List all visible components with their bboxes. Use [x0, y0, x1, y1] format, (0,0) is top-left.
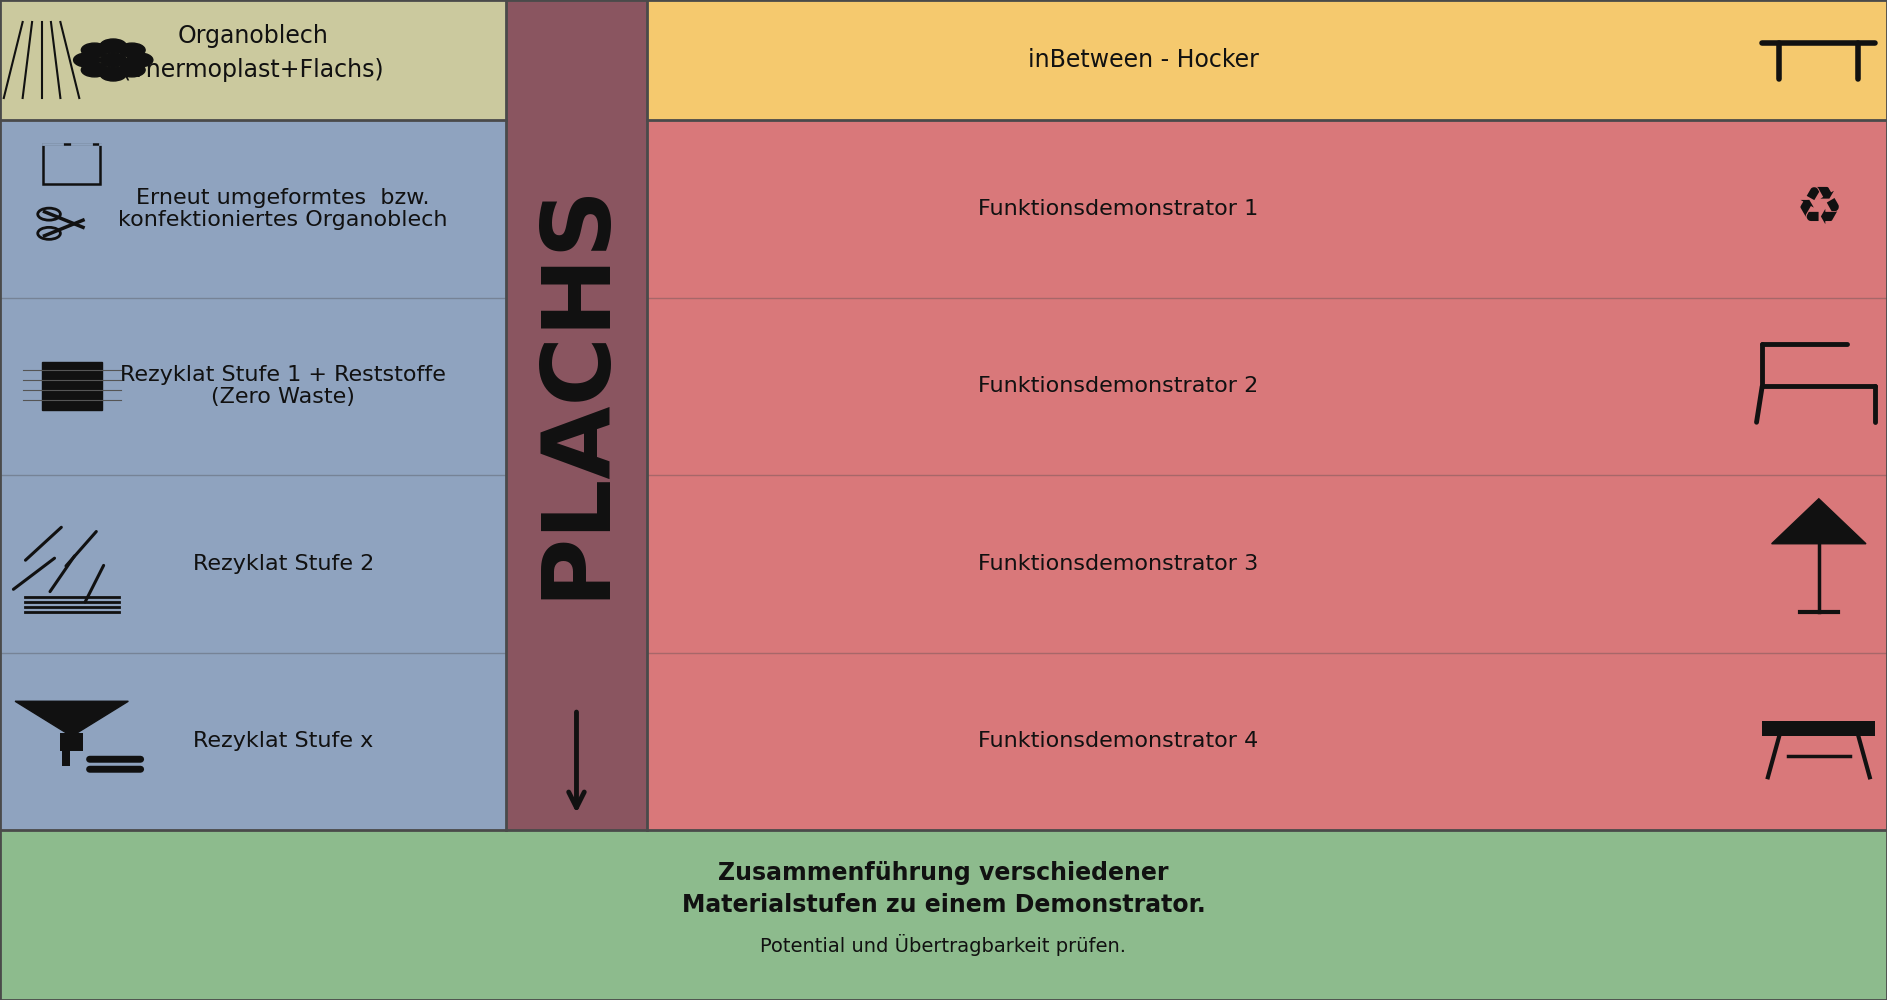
Bar [647, 120, 1887, 830]
Circle shape [100, 67, 126, 81]
Text: Funktionsdemonstrator 1: Funktionsdemonstrator 1 [977, 199, 1259, 219]
Bar [60, 733, 83, 751]
Circle shape [119, 63, 145, 77]
Text: Rezyklat Stufe x: Rezyklat Stufe x [192, 731, 374, 751]
Bar [506, 0, 647, 120]
Circle shape [119, 43, 145, 57]
Circle shape [81, 43, 108, 57]
Circle shape [126, 53, 153, 67]
Text: Funktionsdemonstrator 3: Funktionsdemonstrator 3 [977, 554, 1259, 574]
Text: (Zero Waste): (Zero Waste) [211, 387, 355, 407]
Text: Rezyklat Stufe 2: Rezyklat Stufe 2 [192, 554, 374, 574]
Text: Materialstufen zu einem Demonstrator.: Materialstufen zu einem Demonstrator. [681, 893, 1206, 917]
Bar [647, 0, 1887, 120]
Circle shape [100, 39, 126, 53]
Bar [0, 120, 506, 830]
Circle shape [74, 53, 100, 67]
Text: inBetween - Hocker: inBetween - Hocker [1028, 48, 1259, 72]
Text: PLACHS: PLACHS [530, 180, 623, 599]
Text: Erneut umgeformtes  bzw.: Erneut umgeformtes bzw. [136, 188, 430, 208]
Bar [62, 750, 70, 766]
Text: Funktionsdemonstrator 2: Funktionsdemonstrator 2 [977, 376, 1259, 396]
Bar [42, 362, 102, 410]
Text: konfektioniertes Organoblech: konfektioniertes Organoblech [119, 210, 447, 230]
Circle shape [81, 63, 108, 77]
Text: Funktionsdemonstrator 4: Funktionsdemonstrator 4 [977, 731, 1259, 751]
Bar [506, 120, 647, 830]
Text: (Thermoplast+Flachs): (Thermoplast+Flachs) [123, 58, 383, 82]
Polygon shape [15, 701, 128, 736]
Bar [0, 830, 1887, 1000]
Bar [1762, 721, 1876, 736]
Polygon shape [1772, 499, 1866, 544]
Text: ♻: ♻ [1795, 183, 1842, 235]
Text: Potential und Übertragbarkeit prüfen.: Potential und Übertragbarkeit prüfen. [760, 934, 1127, 956]
Bar [0, 0, 506, 120]
Circle shape [100, 53, 126, 67]
Text: Zusammenführung verschiedener: Zusammenführung verschiedener [719, 861, 1168, 885]
Text: Rezyklat Stufe 1 + Reststoffe: Rezyklat Stufe 1 + Reststoffe [121, 365, 445, 385]
Text: Organoblech: Organoblech [177, 24, 328, 48]
Bar [43, 144, 100, 184]
